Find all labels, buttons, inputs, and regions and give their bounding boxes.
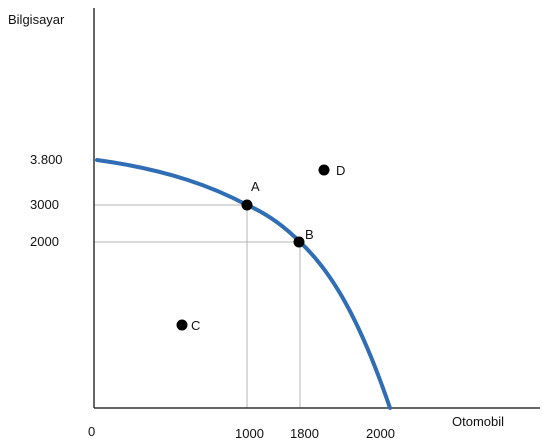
point-markers: A B C D xyxy=(176,163,345,333)
x-tick-label-1: 1000 xyxy=(235,426,264,441)
reference-lines xyxy=(94,204,301,408)
y-tick-label-2: 3000 xyxy=(30,197,59,212)
ppf-curve-group xyxy=(95,158,392,410)
y-tick-label-1: 3.800 xyxy=(30,152,63,167)
point-b-label: B xyxy=(305,227,314,242)
tick-labels: 3.800 3000 2000 1000 1800 2000 xyxy=(30,152,395,441)
point-b-marker xyxy=(293,236,305,248)
point-c-marker xyxy=(176,319,188,331)
y-tick-label-3: 2000 xyxy=(30,234,59,249)
ppf-curve xyxy=(95,158,392,410)
point-d-label: D xyxy=(336,163,345,178)
x-tick-label-3: 2000 xyxy=(366,426,395,441)
point-a-label: A xyxy=(251,179,260,194)
x-tick-label-2: 1800 xyxy=(290,426,319,441)
origin-label: 0 xyxy=(88,424,95,439)
point-a-marker xyxy=(241,199,253,211)
point-d-marker xyxy=(318,164,330,176)
point-c-label: C xyxy=(191,318,200,333)
y-axis-title: Bilgisayar xyxy=(8,12,65,27)
axes xyxy=(93,8,540,409)
x-axis-title: Otomobil xyxy=(452,414,504,429)
